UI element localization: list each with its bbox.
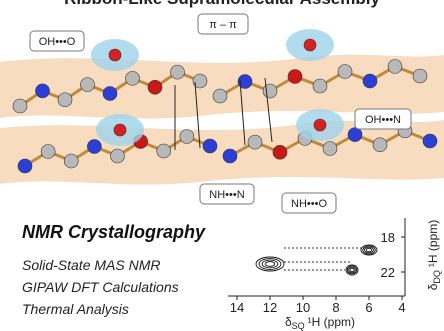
- atom: [103, 87, 117, 101]
- atom: [18, 159, 32, 173]
- contour: [350, 268, 354, 271]
- atom: [126, 71, 140, 85]
- atom: [273, 145, 287, 159]
- atom: [213, 89, 227, 103]
- x-tick-label: 14: [230, 300, 244, 315]
- atom: [203, 139, 217, 153]
- atom: [323, 142, 337, 156]
- x-label-part: SQ: [292, 321, 305, 331]
- y-label-part: DQ: [432, 270, 442, 284]
- atom: [36, 84, 50, 98]
- atom: [87, 140, 101, 154]
- atom: [388, 60, 402, 74]
- atom: [111, 149, 125, 163]
- atom: [223, 149, 237, 163]
- heading: NMR Crystallography: [22, 222, 206, 242]
- y-tick-label: 18: [381, 230, 395, 245]
- label: OH•••N: [365, 114, 401, 126]
- y-axis-label: δDQ¹H (ppm): [426, 220, 442, 291]
- x-tick-label: 12: [263, 300, 277, 315]
- atom: [313, 79, 327, 93]
- x-tick-label: 4: [398, 300, 405, 315]
- atom: [338, 65, 352, 79]
- title: Ribbon-Like Supramolecular Assembly: [64, 0, 380, 8]
- contour: [265, 262, 275, 267]
- atom: [13, 99, 27, 113]
- atom: [248, 135, 262, 149]
- atom: [348, 128, 362, 142]
- label: OH•••O: [39, 36, 76, 48]
- label: NH•••O: [291, 198, 327, 210]
- illustration: Ribbon-Like Supramolecular Assembly OH••…: [0, 0, 444, 331]
- atom: [58, 93, 72, 107]
- atom: [263, 84, 277, 98]
- atom: [41, 145, 55, 159]
- x-label-part: ¹H (ppm): [308, 315, 355, 329]
- atom: [288, 70, 302, 84]
- method: Solid-State MAS NMR: [22, 257, 160, 273]
- atom: [109, 49, 121, 61]
- atom: [413, 69, 427, 83]
- atom: [180, 130, 194, 144]
- contour: [256, 257, 284, 271]
- atom: [114, 124, 126, 136]
- x-tick-label: 10: [296, 300, 310, 315]
- label: NH•••N: [209, 189, 244, 201]
- atom: [148, 80, 162, 94]
- atom: [157, 144, 171, 158]
- method: GIPAW DFT Calculations: [22, 279, 179, 295]
- atom: [81, 78, 95, 92]
- graphic: Ribbon-Like Supramolecular Assembly OH••…: [0, 0, 444, 331]
- atom: [171, 65, 185, 79]
- label: π – π: [209, 19, 237, 31]
- y-label-part: ¹H (ppm): [426, 220, 440, 267]
- atom: [373, 138, 387, 152]
- atom: [363, 74, 377, 88]
- x-tick-label: 6: [365, 300, 372, 315]
- contour: [366, 248, 371, 251]
- ribbon-band: [0, 120, 444, 185]
- atom: [64, 154, 78, 168]
- y-tick-label: 22: [381, 265, 395, 280]
- atom: [304, 39, 316, 51]
- x-tick-label: 8: [332, 300, 339, 315]
- method: Thermal Analysis: [22, 301, 129, 317]
- atom: [423, 134, 437, 148]
- atom: [314, 119, 326, 131]
